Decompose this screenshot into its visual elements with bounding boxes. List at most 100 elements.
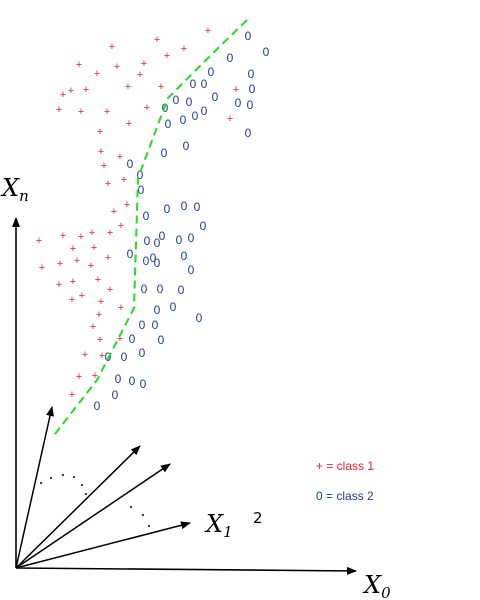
class-2-point-3: 0: [208, 65, 215, 79]
class-1-point-13: +: [137, 69, 143, 81]
class-2-point-8: 0: [249, 82, 256, 96]
class-2-point-22: 0: [137, 168, 144, 182]
class-2-point-54: 0: [129, 374, 136, 388]
class-2-point-52: 0: [139, 346, 146, 360]
class-2-point-1: 0: [263, 45, 270, 59]
arc-dot: [40, 482, 42, 484]
class-2-point-19: 0: [161, 146, 168, 160]
class-2-point-48: 0: [129, 332, 136, 346]
class-1-point-10: +: [68, 85, 74, 97]
class-1-point-58: +: [233, 84, 239, 96]
decision-boundary-layer: [54, 19, 248, 435]
vector-1: [15, 406, 54, 569]
class-1-point-33: +: [107, 227, 113, 239]
class-2-point-40: 0: [141, 282, 148, 296]
class-1-point-50: +: [90, 321, 96, 333]
class-1-point-42: +: [95, 274, 101, 286]
class-1-point-57: +: [69, 389, 75, 401]
class-2-point-6: 0: [201, 77, 208, 91]
class-2-point-55: 0: [140, 377, 147, 391]
class-1-point-4: +: [76, 59, 82, 71]
class-2-point-20: 0: [245, 126, 252, 140]
x0-axis: [15, 566, 357, 575]
class-1-point-17: +: [104, 106, 110, 118]
class-2-point-15: 0: [247, 98, 254, 112]
feature-vectors: [15, 406, 191, 569]
class-1-point-2: +: [181, 43, 187, 55]
class-2-point-17: 0: [180, 113, 187, 127]
class-2-point-43: 0: [170, 300, 177, 314]
class-1-point-7: +: [141, 58, 147, 70]
class-2-point-45: 0: [139, 318, 146, 332]
class-2-point-27: 0: [143, 209, 150, 223]
class-1-point-8: +: [164, 50, 170, 62]
class-2-point-46: 0: [152, 318, 159, 332]
class-2-point-42: 0: [178, 283, 185, 297]
class-1-point-27: +: [111, 206, 117, 218]
class-1-point-5: +: [94, 68, 100, 80]
class-1-point-29: +: [36, 235, 42, 247]
class-2-point-25: 0: [164, 202, 171, 216]
class-1-point-46: +: [98, 296, 104, 308]
class-2-point-24: 0: [181, 199, 188, 213]
vector-2: [15, 445, 141, 569]
axes: [12, 217, 357, 575]
class-1-point-44: +: [107, 284, 113, 296]
class-1-point-41: +: [70, 276, 76, 288]
class-2-point-34: 0: [150, 251, 157, 265]
class-2-point-28: 0: [200, 219, 207, 233]
class-1-point-28: +: [118, 220, 124, 232]
class-2-point-13: 0: [192, 109, 199, 123]
class-1-point-21: +: [98, 146, 104, 158]
class-2-point-57: 0: [94, 399, 101, 413]
class-1-point-19: +: [144, 102, 150, 114]
class-1-point-32: +: [89, 227, 95, 239]
class-2-point-0: 0: [245, 29, 252, 43]
class-2-point-10: 0: [186, 95, 193, 109]
class-1-point-6: +: [114, 61, 120, 73]
class-2-point-36: 0: [127, 247, 134, 261]
arc-dot: [85, 493, 87, 495]
class-1-point-54: +: [99, 350, 105, 362]
class-1-point-3: +: [205, 25, 211, 37]
class-1-point-26: +: [124, 199, 130, 211]
class-1-point-12: +: [125, 81, 131, 93]
class-1-point-40: +: [88, 260, 94, 272]
arc-dot: [62, 474, 64, 476]
class-1-point-49: +: [96, 309, 102, 321]
class-2-point-30: 0: [176, 233, 183, 247]
class-2-point-53: 0: [115, 372, 122, 386]
class-1-point-16: +: [78, 106, 84, 118]
class-1-point-35: +: [91, 242, 97, 254]
class-1-point-11: +: [83, 84, 89, 96]
class-2-point-51: 0: [121, 350, 128, 364]
class-2-point-29: 0: [159, 229, 166, 243]
class-1-point-22: +: [101, 160, 107, 172]
arc-dot: [148, 525, 150, 527]
class-2-point-14: 0: [201, 104, 208, 118]
class-1-point-15: +: [56, 104, 62, 116]
class-2-point-21: 0: [127, 157, 134, 171]
legend-class-2: 0 = class 2: [316, 489, 374, 503]
class-1-point-36: +: [57, 258, 63, 270]
class-2-point-16: 0: [165, 117, 172, 131]
class-1-point-43: +: [56, 279, 62, 291]
class-1-point-25: +: [121, 174, 127, 186]
class-2-point-37: 0: [143, 254, 150, 268]
class-1-point-30: +: [60, 230, 66, 242]
class-1-point-38: +: [105, 252, 111, 264]
class-1-point-45: +: [79, 290, 85, 302]
legend-class-1: + = class 1: [316, 459, 374, 473]
arc-dot: [73, 476, 75, 478]
class-1-point-48: +: [118, 302, 124, 314]
class-1-point-55: +: [76, 371, 82, 383]
class-2-point-2: 0: [227, 51, 234, 65]
x1-label: X1: [204, 510, 233, 541]
class-2-point-4: 0: [248, 67, 255, 81]
xn-axis-label: Xn: [0, 174, 29, 205]
class-1-points: + + + + + + + + + + + + + + + + + + + + + + + + + + + + + + + + + + + + + + + +…: [36, 25, 239, 401]
class-2-point-23: 0: [138, 183, 145, 197]
class-1-point-0: +: [109, 41, 115, 53]
extra-label: 2: [253, 509, 263, 527]
